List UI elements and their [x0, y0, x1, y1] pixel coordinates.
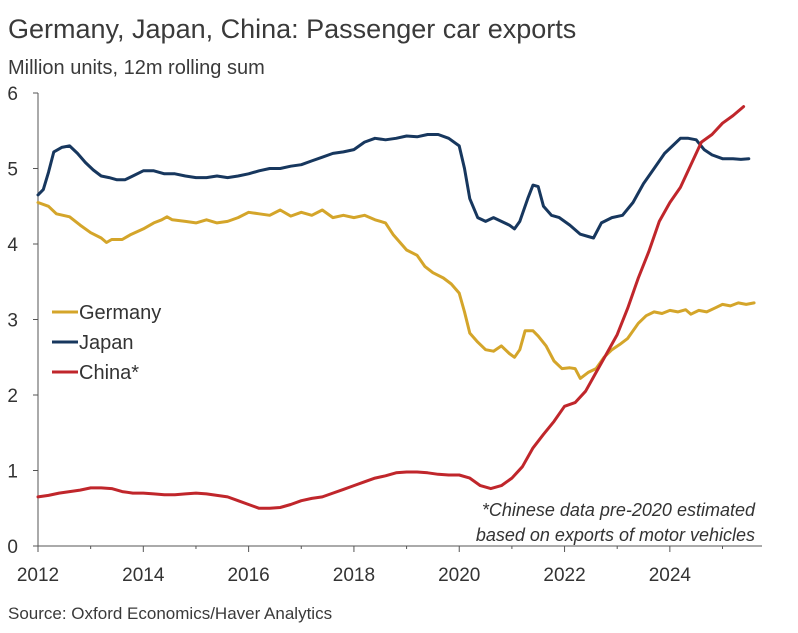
x-tick-label: 2018	[333, 565, 375, 586]
y-tick-label: 6	[7, 84, 18, 105]
legend: Germany Japan China*	[52, 302, 161, 384]
chart-subtitle: Million units, 12m rolling sum	[8, 57, 265, 79]
x-tick-label: 2014	[122, 565, 165, 586]
series-line-germany	[36, 201, 756, 380]
x-tick-label: 2024	[649, 565, 692, 586]
legend-label-japan: Japan	[79, 332, 134, 354]
axes: 0 1 2 3 4 5 6 2012 2014 2016 2018 2020 2022 2024	[7, 84, 762, 586]
series-line-china	[36, 105, 746, 510]
y-tick-label: 2	[7, 386, 18, 407]
legend-label-china: China*	[79, 362, 139, 384]
note-line-2: based on exports of motor vehicles	[476, 525, 755, 545]
source-note: Source: Oxford Economics/Haver Analytics	[8, 604, 333, 623]
chart-note: *Chinese data pre-2020 estimated based o…	[476, 500, 756, 545]
y-tick-label: 3	[7, 311, 18, 332]
x-tick-label: 2016	[227, 565, 269, 586]
x-tick-label: 2020	[438, 565, 480, 586]
y-tick-label: 1	[7, 462, 18, 483]
legend-label-germany: Germany	[79, 302, 161, 324]
note-line-1: *Chinese data pre-2020 estimated	[482, 500, 756, 520]
chart-title: Germany, Japan, China: Passenger car exp…	[8, 14, 577, 44]
y-tick-label: 5	[7, 160, 18, 181]
series-layer	[36, 105, 756, 510]
x-tick-label: 2012	[17, 565, 59, 586]
y-tick-label: 0	[7, 537, 18, 558]
y-tick-label: 4	[7, 235, 18, 256]
x-tick-label: 2022	[543, 565, 585, 586]
series-line-japan	[36, 133, 751, 240]
